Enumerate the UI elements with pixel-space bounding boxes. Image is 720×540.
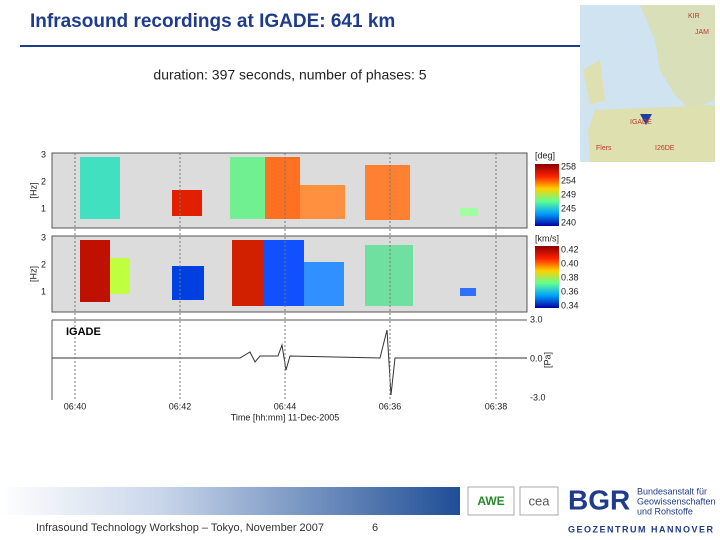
map-land: [640, 5, 715, 110]
panel-waveform: [51, 319, 527, 400]
colorbar-label: 249: [561, 189, 576, 199]
pixel-block: [230, 157, 265, 219]
labels: 321[Hz][deg]258254249245240321[Hz][km/s]…: [28, 149, 578, 422]
pixel-block: [110, 258, 130, 294]
footer-text: Infrasound Technology Workshop – Tokyo, …: [36, 522, 324, 534]
pixel-block: [264, 240, 304, 306]
panel-velocity: [51, 235, 528, 313]
pixel-block: [460, 208, 478, 216]
colorbar-label: 0.40: [561, 258, 579, 268]
x-tick-label: 06:38: [485, 401, 508, 411]
y-tick-label: 3: [41, 149, 46, 159]
y-tick-label: 2: [41, 259, 46, 269]
logo: AWE: [477, 494, 504, 508]
station-label: IGADE: [66, 326, 101, 338]
logo: BGR: [568, 484, 630, 515]
pixel-block: [304, 262, 344, 306]
pixel-block: [232, 240, 264, 306]
logo-box: [519, 486, 559, 516]
subtitle: duration: 397 seconds, number of phases:…: [153, 67, 426, 83]
y-tick-label: 3: [41, 232, 46, 242]
colorbar-label: 240: [561, 217, 576, 227]
pixel-block: [80, 240, 110, 302]
pixel-block: [172, 266, 204, 300]
footer-band: [0, 487, 460, 515]
map-land: [588, 105, 715, 162]
map-land: [583, 60, 605, 105]
pixel-block: [265, 157, 300, 219]
y-label: [Pa]: [542, 352, 552, 368]
map: KIR JAM IGADE Flers I26DE: [580, 5, 715, 162]
colorbar: [535, 246, 559, 308]
colorbar-label: 0.38: [561, 272, 579, 282]
map-label: JAM: [695, 29, 709, 36]
pixel-block: [365, 165, 410, 220]
title: Infrasound recordings at IGADE: 641 km: [30, 11, 395, 32]
colorbar-unit: [deg]: [535, 150, 555, 160]
colorbar-label: 0.36: [561, 286, 579, 296]
map-marker: [640, 114, 652, 125]
map-label: I26DE: [655, 145, 675, 152]
y-tick-label: 3.0: [530, 314, 543, 324]
pixel-block: [172, 190, 202, 216]
y-tick-label: 1: [41, 286, 46, 296]
logo-box: [467, 486, 515, 516]
center-name: GEOZENTRUM HANNOVER: [568, 524, 715, 534]
panel-backazimuth: [51, 152, 528, 229]
logo: cea: [529, 493, 551, 508]
x-tick-label: 06:40: [64, 401, 87, 411]
colorbar-label: 0.42: [561, 244, 579, 254]
institute: und Rohstoffe: [637, 506, 693, 516]
colorbar-unit: [km/s]: [535, 233, 559, 243]
pixel-block: [365, 245, 413, 306]
map-label: KIR: [688, 13, 700, 20]
x-tick-label: 06:36: [379, 401, 402, 411]
page-number: 6: [372, 522, 378, 534]
y-tick-label: 0.0: [530, 353, 543, 363]
colorbar-label: 254: [561, 175, 576, 185]
map-label: IGADE: [630, 119, 652, 126]
map-label: Flers: [596, 145, 612, 152]
colorbar-label: 0.34: [561, 300, 579, 310]
x-tick-label: 06:44: [274, 401, 297, 411]
x-label: Time [hh:mm] 11-Dec-2005: [231, 412, 340, 422]
institute: Bundesanstalt für: [637, 486, 707, 496]
pixel-block: [80, 157, 120, 219]
y-label: [Hz]: [28, 266, 38, 282]
y-tick-label: 1: [41, 203, 46, 213]
colorbar-label: 258: [561, 161, 576, 171]
institute: Geowissenschaften: [637, 496, 716, 506]
y-tick-label: -3.0: [530, 392, 546, 402]
pixel-block: [460, 288, 476, 296]
colorbar-label: 245: [561, 203, 576, 213]
x-tick-label: 06:42: [169, 401, 192, 411]
waveform: [52, 329, 527, 396]
colorbar: [535, 164, 559, 226]
y-label: [Hz]: [28, 182, 38, 198]
y-tick-label: 2: [41, 176, 46, 186]
pixel-block: [300, 185, 345, 219]
